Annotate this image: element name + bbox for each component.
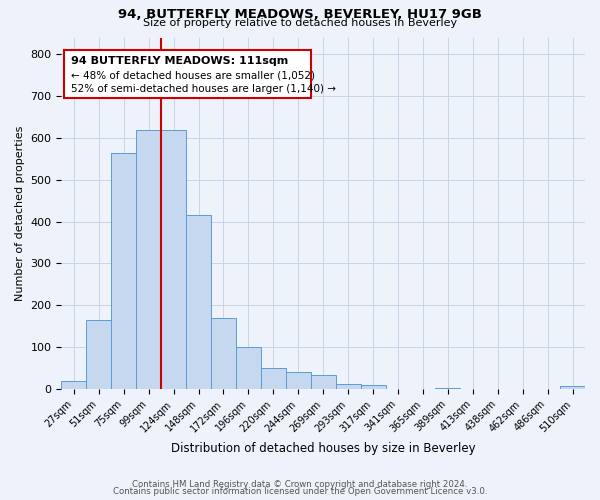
Bar	[186, 216, 211, 389]
Text: 52% of semi-detached houses are larger (1,140) →: 52% of semi-detached houses are larger (…	[71, 84, 337, 94]
Bar	[311, 375, 335, 389]
Text: ← 48% of detached houses are smaller (1,052): ← 48% of detached houses are smaller (1,…	[71, 70, 316, 80]
Bar	[236, 347, 261, 389]
Bar	[436, 388, 460, 389]
Bar	[161, 130, 186, 389]
Bar	[361, 385, 386, 389]
Bar	[286, 372, 311, 389]
Bar	[86, 320, 111, 389]
Bar	[335, 384, 361, 389]
Bar	[136, 130, 161, 389]
Text: Contains HM Land Registry data © Crown copyright and database right 2024.: Contains HM Land Registry data © Crown c…	[132, 480, 468, 489]
Bar	[61, 380, 86, 389]
Bar	[560, 386, 585, 389]
Bar	[211, 318, 236, 389]
Text: 94, BUTTERFLY MEADOWS, BEVERLEY, HU17 9GB: 94, BUTTERFLY MEADOWS, BEVERLEY, HU17 9G…	[118, 8, 482, 20]
Y-axis label: Number of detached properties: Number of detached properties	[15, 126, 25, 301]
Text: Size of property relative to detached houses in Beverley: Size of property relative to detached ho…	[143, 18, 457, 28]
Bar	[261, 368, 286, 389]
Text: 94 BUTTERFLY MEADOWS: 111sqm: 94 BUTTERFLY MEADOWS: 111sqm	[71, 56, 289, 66]
X-axis label: Distribution of detached houses by size in Beverley: Distribution of detached houses by size …	[171, 442, 476, 455]
FancyBboxPatch shape	[64, 50, 311, 98]
Text: Contains public sector information licensed under the Open Government Licence v3: Contains public sector information licen…	[113, 487, 487, 496]
Bar	[111, 152, 136, 389]
